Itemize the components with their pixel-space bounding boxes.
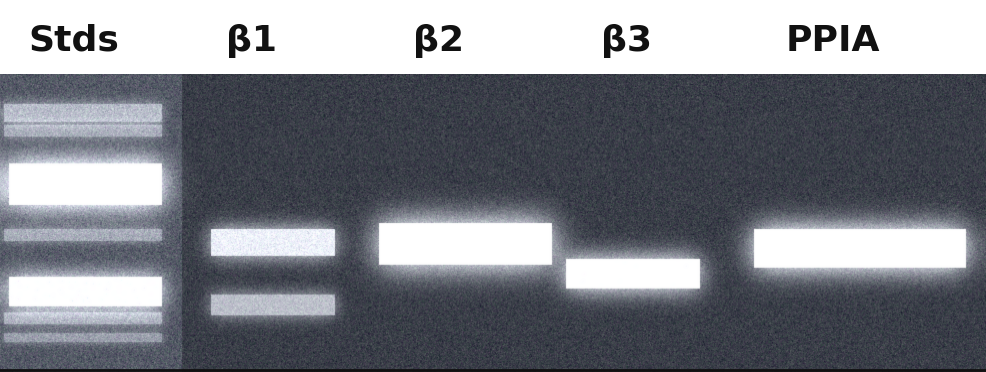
Text: PPIA: PPIA — [786, 24, 880, 58]
Text: Stds: Stds — [29, 24, 119, 58]
Text: β2: β2 — [413, 24, 464, 58]
Text: β3: β3 — [600, 24, 652, 58]
Text: β1: β1 — [226, 24, 277, 58]
